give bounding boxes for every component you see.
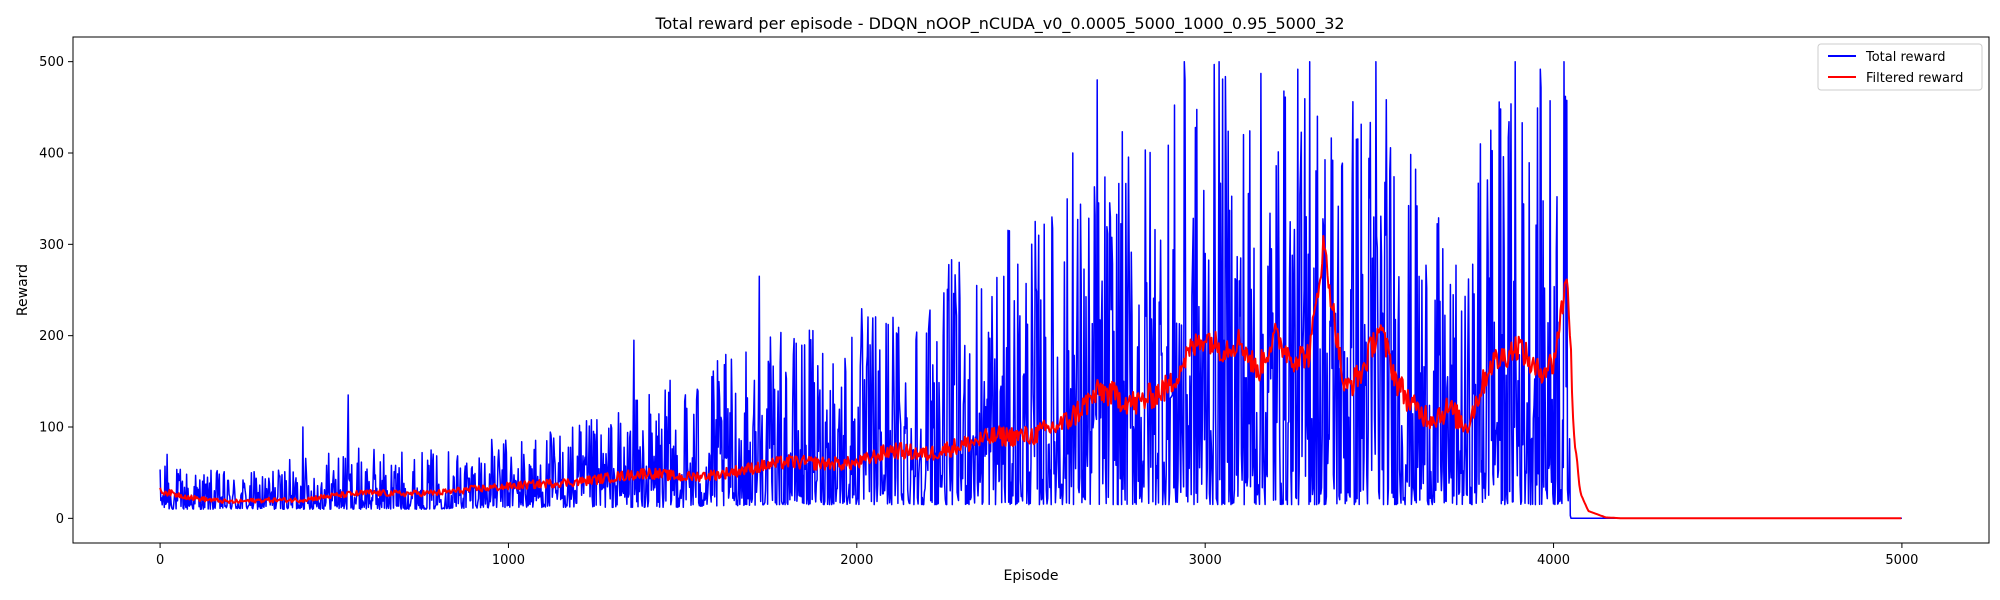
plot-frame [72,36,1990,544]
y-axis: 0 100 200 300 400 500 [39,55,73,527]
series-line-filtered-reward [159,235,1902,520]
series-total-reward [159,60,1902,520]
x-tick-label: 0 [156,553,164,568]
legend-label-total: Total reward [1865,50,1946,65]
plot-area [72,36,1990,544]
series-line-total-reward [159,60,1902,520]
y-tick-label: 100 [39,421,64,436]
y-tick-label: 300 [39,238,64,253]
x-axis: 0 1000 2000 3000 4000 5000 [156,543,1918,568]
y-tick-label: 400 [39,146,64,161]
x-tick-label: 3000 [1189,553,1222,568]
y-tick-label: 500 [39,55,64,70]
x-axis-title: Episode [1004,568,1059,584]
x-tick-label: 1000 [492,553,525,568]
series-filtered-reward [159,235,1902,520]
x-tick-label: 5000 [1885,553,1918,568]
legend-label-filtered: Filtered reward [1866,71,1963,86]
y-tick-label: 0 [56,512,64,527]
x-tick-label: 2000 [840,553,873,568]
y-axis-title: Reward [15,264,31,316]
y-tick-label: 200 [39,329,64,344]
legend: Total reward Filtered reward [1817,43,1983,91]
x-tick-label: 4000 [1537,553,1570,568]
chart-title: Total reward per episode - DDQN_nOOP_nCU… [654,14,1344,34]
legend-frame [1817,43,1983,91]
